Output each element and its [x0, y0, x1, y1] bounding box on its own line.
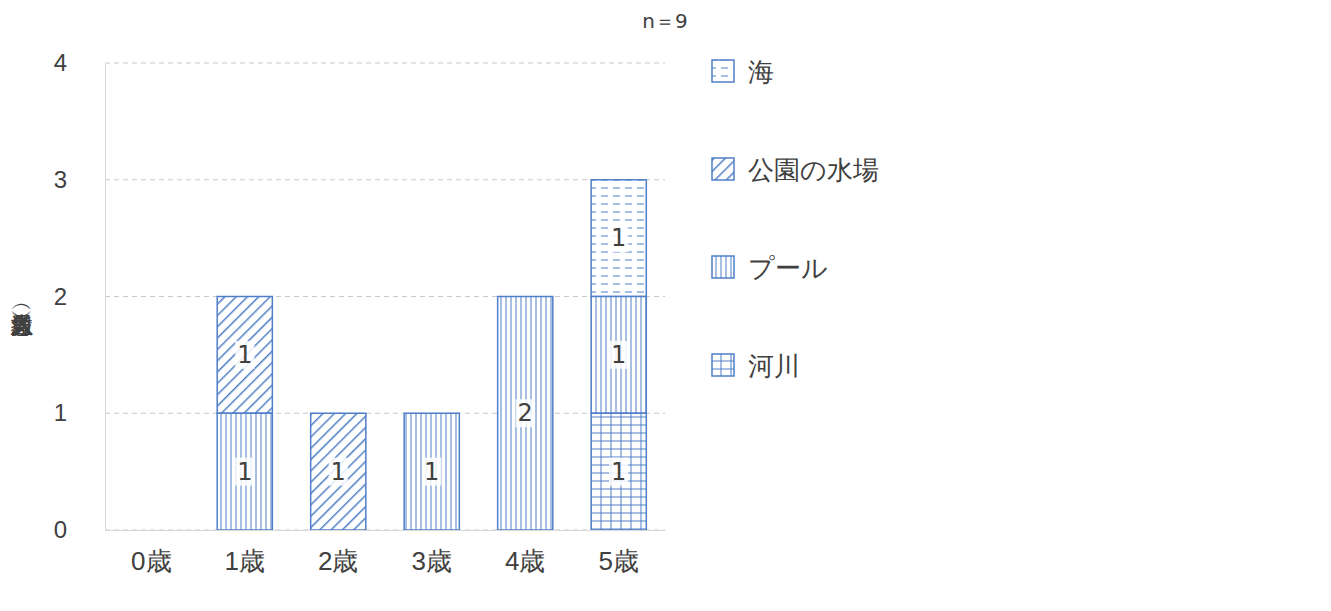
x-tick: 1歳 — [225, 530, 265, 576]
bar-segment — [311, 413, 366, 530]
data-label: 1 — [331, 458, 346, 486]
x-tick: 3歳 — [412, 530, 452, 576]
legend-label: プール — [748, 253, 828, 283]
bar-segment — [591, 413, 646, 530]
x-axis-line — [106, 530, 666, 531]
x-tick: 0歳 — [131, 530, 171, 576]
x-tick: 2歳 — [318, 530, 358, 576]
legend-swatch — [712, 354, 734, 376]
legend-swatch — [712, 256, 734, 278]
data-label: 1 — [424, 458, 439, 486]
x-tick-label: 3歳 — [412, 546, 452, 576]
y-tick: 0 — [54, 516, 105, 543]
label-ground — [422, 458, 441, 486]
grid-line — [105, 179, 665, 180]
y-axis: 0 1 2 3 4 — [54, 49, 106, 543]
data-label: 1 — [611, 224, 626, 252]
y-tick-label: 0 — [54, 516, 67, 543]
bar-segment — [404, 413, 459, 530]
label-ground — [609, 458, 628, 486]
data-label: 1 — [611, 341, 626, 369]
data-label: 1 — [611, 458, 626, 486]
x-tick: 4歳 — [505, 530, 545, 576]
y-tick-label: 1 — [54, 399, 67, 426]
legend: 海公園の水場プール河川 — [712, 57, 879, 381]
legend-label: 公園の水場 — [748, 155, 879, 185]
label-ground — [235, 458, 254, 486]
bars — [217, 180, 646, 530]
x-tick-label: 5歳 — [598, 546, 638, 576]
x-axis: 0歳 1歳 2歳 3歳 4歳 5歳 — [106, 530, 666, 576]
x-tick-label: 0歳 — [131, 546, 171, 576]
chart: 0 1 2 3 4 0歳 1歳 2歳 3歳 4歳 5歳 1 1 1 1 1 2 1 1 救急搬送人員（人） n＝9 海公園… — [0, 0, 1331, 611]
y-axis-line — [105, 64, 106, 531]
bar-segment — [591, 297, 646, 414]
grid-line — [105, 296, 665, 297]
x-tick-label: 1歳 — [225, 546, 265, 576]
data-label: 1 — [237, 341, 252, 369]
grid-line — [105, 63, 665, 64]
label-ground — [235, 341, 254, 369]
y-axis-title: 救急搬送人員（人） — [11, 303, 34, 337]
label-ground — [516, 399, 535, 427]
grid-line — [105, 413, 665, 414]
bar-segment — [217, 297, 272, 414]
x-tick-label: 4歳 — [505, 546, 545, 576]
y-tick: 3 — [54, 166, 105, 193]
y-tick: 2 — [54, 283, 105, 310]
y-tick-label: 2 — [54, 283, 67, 310]
data-labels: 1 1 1 1 1 2 1 1 — [235, 224, 628, 486]
bar-segment — [498, 297, 553, 531]
legend-swatch — [712, 60, 734, 82]
y-tick-label: 3 — [54, 166, 67, 193]
label-ground — [329, 458, 348, 486]
legend-label: 河川 — [748, 351, 800, 381]
grid-line — [105, 530, 665, 531]
annotation: n＝9 — [642, 9, 687, 33]
label-ground — [609, 224, 628, 252]
data-label: 2 — [518, 399, 533, 427]
grid — [105, 63, 665, 530]
y-tick-label: 4 — [54, 49, 67, 76]
bar-segment — [217, 413, 272, 530]
bar-segment — [591, 180, 646, 297]
y-tick: 4 — [54, 49, 105, 76]
legend-swatch — [712, 158, 734, 180]
y-tick: 1 — [54, 399, 105, 426]
data-label: 1 — [237, 458, 252, 486]
x-tick: 5歳 — [598, 530, 638, 576]
x-tick-label: 2歳 — [318, 546, 358, 576]
label-ground — [609, 341, 628, 369]
legend-label: 海 — [748, 57, 774, 87]
